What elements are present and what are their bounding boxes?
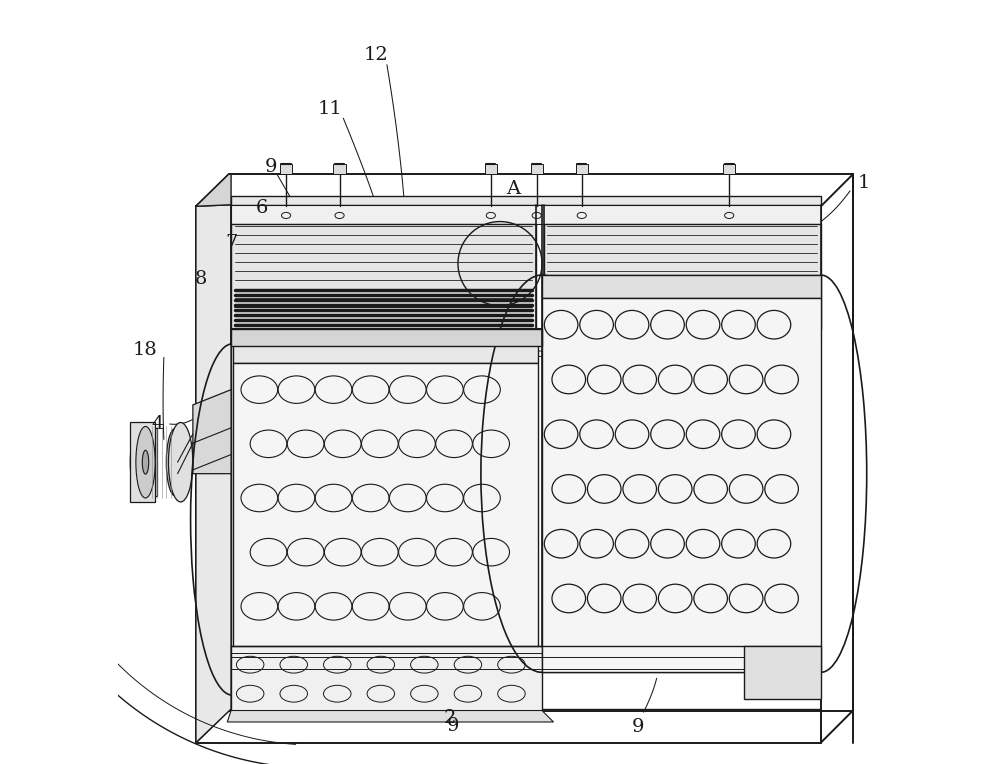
Bar: [576, 164, 588, 174]
Text: 18: 18: [133, 341, 158, 359]
Text: 11: 11: [318, 100, 343, 118]
Bar: [531, 164, 543, 174]
Bar: [544, 224, 821, 329]
Text: 8: 8: [194, 270, 207, 288]
Ellipse shape: [139, 429, 157, 496]
Ellipse shape: [142, 450, 149, 474]
Text: A: A: [506, 180, 520, 199]
Bar: [333, 164, 346, 174]
Text: 6: 6: [255, 199, 268, 217]
Bar: [139, 429, 157, 496]
Text: 2: 2: [444, 709, 457, 727]
Ellipse shape: [166, 429, 184, 496]
Polygon shape: [196, 205, 231, 743]
Text: 9: 9: [446, 717, 459, 735]
Bar: [723, 164, 735, 174]
Bar: [231, 196, 821, 205]
Polygon shape: [231, 329, 542, 346]
Polygon shape: [233, 363, 538, 695]
Text: 1: 1: [858, 174, 870, 193]
Bar: [130, 422, 155, 502]
Polygon shape: [542, 298, 821, 672]
Polygon shape: [193, 390, 231, 474]
Bar: [280, 164, 292, 174]
Polygon shape: [233, 344, 538, 363]
Bar: [485, 164, 497, 174]
Polygon shape: [196, 174, 231, 206]
Text: 7: 7: [225, 234, 237, 252]
Ellipse shape: [168, 422, 193, 502]
Bar: [542, 275, 821, 298]
Bar: [231, 224, 536, 329]
Bar: [231, 205, 821, 224]
Text: 12: 12: [364, 46, 389, 64]
Text: 4: 4: [151, 415, 164, 433]
Polygon shape: [231, 329, 278, 344]
Ellipse shape: [136, 426, 155, 498]
Bar: [231, 646, 542, 711]
Polygon shape: [227, 711, 553, 722]
Text: 9: 9: [265, 157, 277, 176]
Text: 9: 9: [631, 718, 644, 736]
Bar: [744, 646, 821, 699]
